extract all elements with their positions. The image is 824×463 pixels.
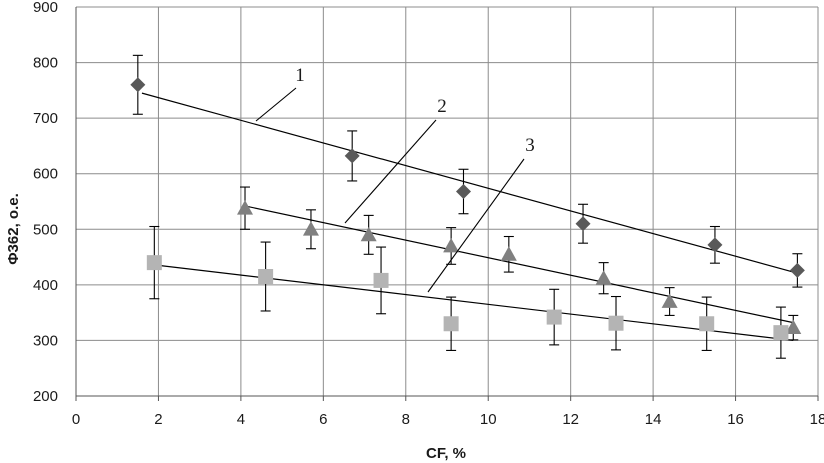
triangle-point — [360, 226, 377, 242]
x-axis-title: CF, % — [426, 445, 466, 462]
triangle-point — [500, 246, 517, 261]
triangle-point — [661, 293, 678, 308]
x-tick-labels: 0 2 4 6 8 10 12 14 16 18 — [72, 411, 824, 428]
triangle-point — [595, 270, 612, 285]
triangle-point — [443, 237, 460, 253]
series-annotations: 1 2 3 — [255, 65, 535, 293]
square-point — [773, 325, 789, 341]
annotation-label-3: 3 — [525, 135, 535, 156]
y-tick-label: 800 — [33, 55, 58, 72]
square-point — [608, 315, 624, 331]
square-point — [443, 316, 459, 332]
annotation-leader-1 — [255, 87, 297, 122]
x-tick-label: 12 — [562, 411, 579, 428]
x-tick-label: 8 — [402, 411, 410, 428]
y-tick-label: 200 — [33, 388, 58, 405]
square-point — [373, 272, 389, 288]
y-tick-labels: 200 300 400 500 600 700 800 900 — [33, 0, 58, 405]
diamond-point — [789, 262, 805, 278]
grid — [75, 6, 819, 397]
square-point — [146, 255, 162, 271]
trend-line-1 — [141, 92, 798, 274]
y-axis-title: Φ362, o.e. — [5, 193, 22, 265]
error-bars — [132, 54, 803, 359]
square-point — [699, 316, 715, 332]
y-tick-label: 900 — [33, 0, 58, 16]
annotation-leader-2 — [344, 119, 437, 224]
trend-lines — [141, 92, 798, 342]
annotation-label-1: 1 — [295, 65, 305, 86]
diamond-point — [344, 148, 360, 164]
diamond-point — [455, 183, 471, 199]
diamond-point — [575, 216, 591, 232]
square-point — [546, 309, 562, 325]
y-tick-label: 300 — [33, 332, 58, 349]
diamond-point — [707, 237, 723, 253]
axes — [75, 7, 819, 401]
x-tick-label: 0 — [72, 411, 80, 428]
x-tick-label: 4 — [237, 411, 245, 428]
x-tick-label: 14 — [645, 411, 662, 428]
data-markers — [130, 77, 805, 341]
y-tick-label: 500 — [33, 221, 58, 238]
y-tick-label: 400 — [33, 277, 58, 294]
annotation-label-2: 2 — [437, 96, 447, 117]
triangle-point — [785, 319, 802, 335]
x-tick-label: 18 — [810, 411, 824, 428]
y-tick-label: 600 — [33, 166, 58, 183]
y-tick-label: 700 — [33, 110, 58, 127]
x-tick-label: 2 — [154, 411, 162, 428]
annotation-leader-3 — [427, 158, 525, 293]
square-point — [258, 269, 274, 285]
x-tick-label: 10 — [480, 411, 497, 428]
x-tick-label: 16 — [727, 411, 744, 428]
diamond-point — [130, 77, 146, 93]
triangle-point — [302, 221, 319, 236]
triangle-point — [237, 200, 254, 215]
trend-line-2 — [244, 205, 794, 324]
x-tick-label: 6 — [319, 411, 327, 428]
